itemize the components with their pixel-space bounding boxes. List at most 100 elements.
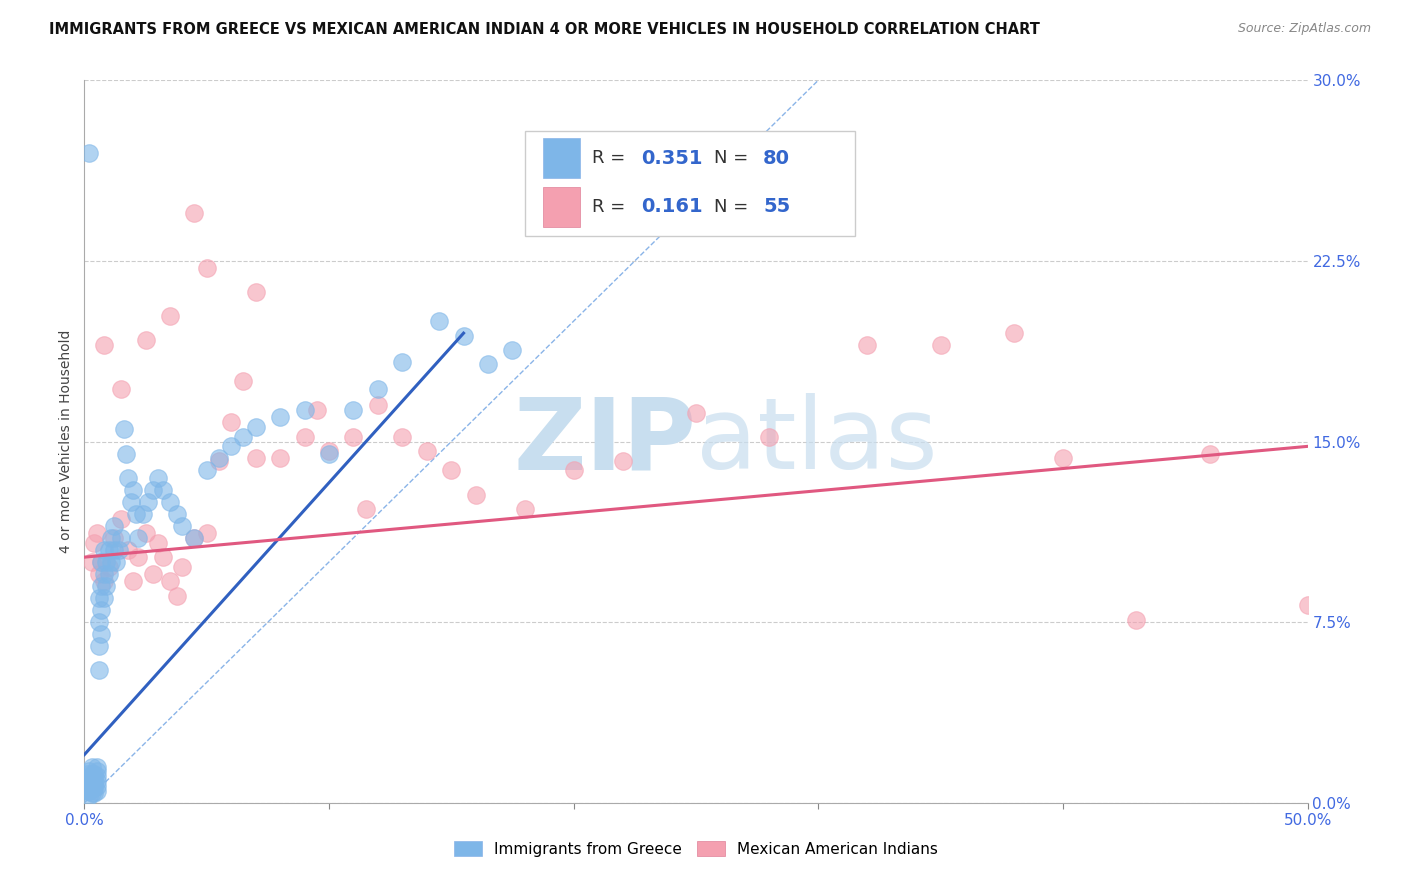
Point xyxy=(97,567,120,582)
Point xyxy=(76,767,98,781)
Point xyxy=(159,310,181,324)
Point xyxy=(77,789,100,803)
Point xyxy=(269,410,291,425)
Point xyxy=(269,451,291,466)
Point xyxy=(929,338,952,352)
Point xyxy=(77,764,100,779)
Point xyxy=(232,374,254,388)
Point xyxy=(80,776,103,790)
Point xyxy=(93,567,115,582)
Point xyxy=(354,502,377,516)
Point xyxy=(87,615,110,630)
Text: R =: R = xyxy=(592,149,631,168)
Point xyxy=(77,145,100,160)
Point xyxy=(77,772,100,786)
Point xyxy=(152,483,174,497)
Text: N =: N = xyxy=(714,149,754,168)
Point xyxy=(146,470,169,484)
Point xyxy=(80,760,103,774)
Point xyxy=(97,542,120,557)
Point xyxy=(86,779,108,793)
Point xyxy=(83,772,105,786)
Point xyxy=(93,338,115,352)
Y-axis label: 4 or more Vehicles in Household: 4 or more Vehicles in Household xyxy=(59,330,73,553)
Bar xyxy=(543,186,579,227)
Point xyxy=(90,603,112,617)
Point xyxy=(219,415,242,429)
Point xyxy=(245,285,267,300)
Text: N =: N = xyxy=(714,198,754,216)
Point xyxy=(294,403,316,417)
Point xyxy=(120,494,142,508)
Text: IMMIGRANTS FROM GREECE VS MEXICAN AMERICAN INDIAN 4 OR MORE VEHICLES IN HOUSEHOL: IMMIGRANTS FROM GREECE VS MEXICAN AMERIC… xyxy=(49,22,1040,37)
Text: atlas: atlas xyxy=(696,393,938,490)
Point xyxy=(96,555,118,569)
Text: 0.351: 0.351 xyxy=(641,149,703,168)
Point xyxy=(122,574,145,589)
Point xyxy=(245,420,267,434)
Point xyxy=(1125,613,1147,627)
Point xyxy=(80,772,103,786)
Text: 80: 80 xyxy=(763,149,790,168)
Point xyxy=(105,555,128,569)
Point xyxy=(856,338,879,352)
Point xyxy=(103,542,125,557)
Point xyxy=(96,579,118,593)
Point xyxy=(562,463,585,477)
Point xyxy=(90,579,112,593)
Point xyxy=(477,358,499,372)
Point xyxy=(166,589,188,603)
Point xyxy=(87,639,110,653)
Point xyxy=(195,526,218,541)
Point xyxy=(416,444,439,458)
Point xyxy=(305,403,328,417)
Point xyxy=(318,446,340,460)
Point xyxy=(142,567,165,582)
Point xyxy=(342,430,364,444)
FancyBboxPatch shape xyxy=(524,131,855,235)
Point xyxy=(367,382,389,396)
Point xyxy=(83,786,105,800)
Point xyxy=(195,463,218,477)
Point xyxy=(77,784,100,798)
Point xyxy=(127,550,149,565)
Point xyxy=(87,664,110,678)
Point xyxy=(232,430,254,444)
Point xyxy=(122,483,145,497)
Point xyxy=(90,627,112,641)
Point xyxy=(166,507,188,521)
Point xyxy=(219,439,242,453)
Point xyxy=(146,535,169,549)
Point xyxy=(159,494,181,508)
Point xyxy=(86,760,108,774)
Point xyxy=(183,531,205,545)
Point xyxy=(103,518,125,533)
Point xyxy=(110,511,132,525)
Point xyxy=(80,555,103,569)
Point xyxy=(367,398,389,412)
Point xyxy=(125,507,148,521)
Point xyxy=(110,531,132,545)
Point xyxy=(1198,446,1220,460)
Point xyxy=(86,784,108,798)
Text: 55: 55 xyxy=(763,197,790,216)
Point xyxy=(152,550,174,565)
Point xyxy=(294,430,316,444)
Point xyxy=(86,764,108,779)
Point xyxy=(612,454,634,468)
Point xyxy=(80,786,103,800)
Point xyxy=(172,559,194,574)
Point xyxy=(115,446,138,460)
Point xyxy=(107,542,129,557)
Point xyxy=(83,535,105,549)
Point xyxy=(135,334,157,348)
Point xyxy=(1296,599,1319,613)
Point xyxy=(83,767,105,781)
Point xyxy=(90,555,112,569)
Point xyxy=(318,444,340,458)
Point xyxy=(86,526,108,541)
Point xyxy=(86,774,108,789)
Point xyxy=(97,559,120,574)
Point xyxy=(93,542,115,557)
Point xyxy=(80,781,103,796)
